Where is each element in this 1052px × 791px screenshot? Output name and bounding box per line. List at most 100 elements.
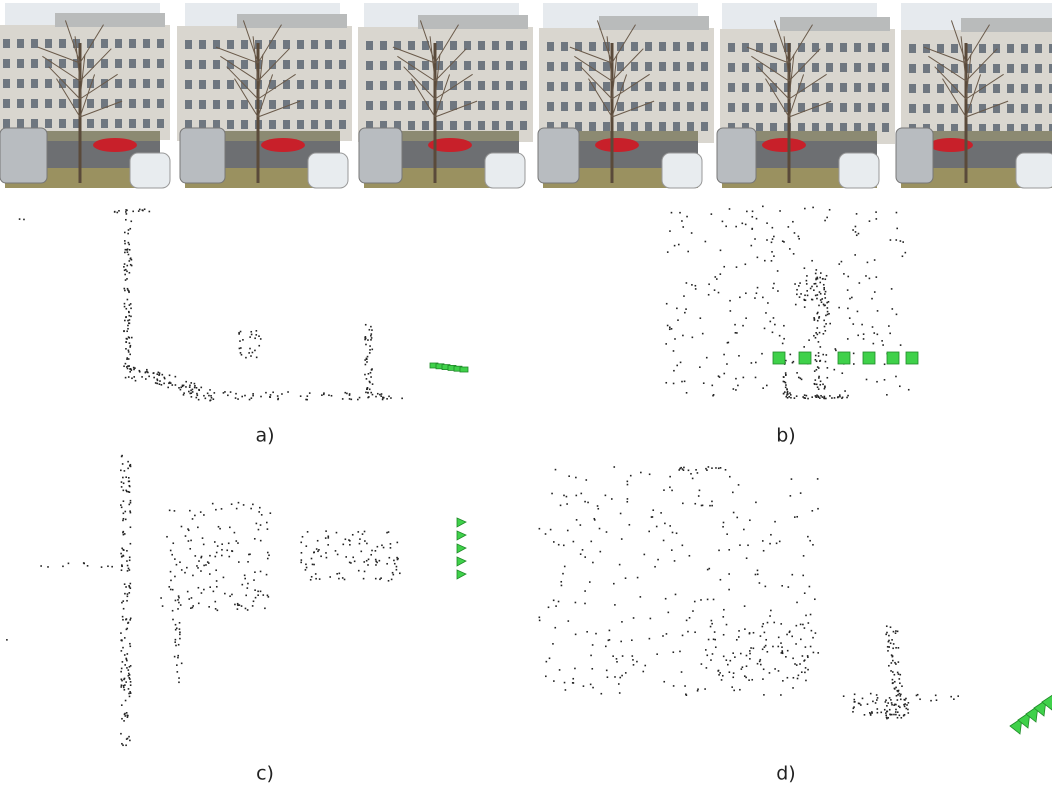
point xyxy=(564,566,566,568)
point xyxy=(241,605,243,607)
point xyxy=(695,285,697,287)
point xyxy=(388,531,390,533)
point xyxy=(789,248,791,250)
point xyxy=(131,337,133,339)
point xyxy=(750,245,752,247)
point xyxy=(671,549,673,551)
point xyxy=(364,531,366,533)
window xyxy=(17,39,24,48)
point xyxy=(682,226,684,228)
point xyxy=(194,555,196,557)
window xyxy=(812,83,819,92)
point xyxy=(170,580,172,582)
window xyxy=(269,120,276,129)
point xyxy=(723,266,725,268)
point xyxy=(800,639,802,641)
point xyxy=(130,583,132,585)
point xyxy=(129,696,131,698)
point xyxy=(584,556,586,558)
point xyxy=(264,608,266,610)
point xyxy=(766,385,768,387)
point xyxy=(798,236,800,238)
point xyxy=(885,634,887,636)
point xyxy=(673,383,675,385)
point xyxy=(867,262,869,264)
page: a) b) c) d) (() => { const data = JSON.p… xyxy=(0,0,1052,791)
point xyxy=(746,665,748,667)
point xyxy=(236,508,238,510)
point xyxy=(215,608,217,610)
point xyxy=(194,515,196,517)
point xyxy=(744,675,746,677)
point xyxy=(128,260,130,262)
point xyxy=(799,282,801,284)
point xyxy=(663,540,665,542)
window xyxy=(1007,84,1014,93)
point xyxy=(190,607,192,609)
point xyxy=(260,591,262,593)
point xyxy=(168,586,170,588)
point xyxy=(904,699,906,701)
point xyxy=(793,677,795,679)
window xyxy=(937,84,944,93)
point xyxy=(718,674,720,676)
point xyxy=(847,276,849,278)
window xyxy=(728,63,735,72)
point xyxy=(127,288,129,290)
point xyxy=(239,340,241,342)
point xyxy=(783,393,785,395)
point xyxy=(780,694,782,696)
point xyxy=(899,385,901,387)
point xyxy=(686,282,688,284)
point xyxy=(803,299,805,301)
point xyxy=(301,559,303,561)
point xyxy=(790,394,792,396)
point xyxy=(567,530,569,532)
window xyxy=(937,104,944,113)
point xyxy=(129,371,131,373)
point xyxy=(728,549,730,551)
point xyxy=(786,634,788,636)
point xyxy=(726,659,728,661)
point xyxy=(181,569,183,571)
point xyxy=(128,736,130,738)
point xyxy=(791,478,793,480)
window xyxy=(227,100,234,109)
point xyxy=(767,622,769,624)
point xyxy=(663,489,665,491)
point xyxy=(337,554,339,556)
point xyxy=(631,655,633,657)
point xyxy=(595,633,597,635)
red-car xyxy=(762,138,806,152)
window xyxy=(269,60,276,69)
point xyxy=(218,526,220,528)
point xyxy=(823,305,825,307)
point xyxy=(888,635,890,637)
window xyxy=(17,119,24,128)
camera xyxy=(460,367,468,372)
point xyxy=(380,395,382,397)
point xyxy=(762,623,764,625)
point xyxy=(806,395,808,397)
point xyxy=(719,376,721,378)
point xyxy=(238,561,240,563)
point xyxy=(671,490,673,492)
point xyxy=(774,521,776,523)
point xyxy=(884,363,886,365)
point xyxy=(728,589,730,591)
window xyxy=(561,62,568,71)
point xyxy=(160,597,162,599)
point xyxy=(834,397,836,399)
point xyxy=(129,643,131,645)
point xyxy=(123,531,125,533)
point xyxy=(620,641,622,643)
point xyxy=(234,604,236,606)
point xyxy=(863,338,865,340)
point xyxy=(812,510,814,512)
point xyxy=(377,546,379,548)
point xyxy=(860,704,862,706)
point xyxy=(718,292,720,294)
point xyxy=(127,669,129,671)
window xyxy=(297,60,304,69)
point xyxy=(699,366,701,368)
